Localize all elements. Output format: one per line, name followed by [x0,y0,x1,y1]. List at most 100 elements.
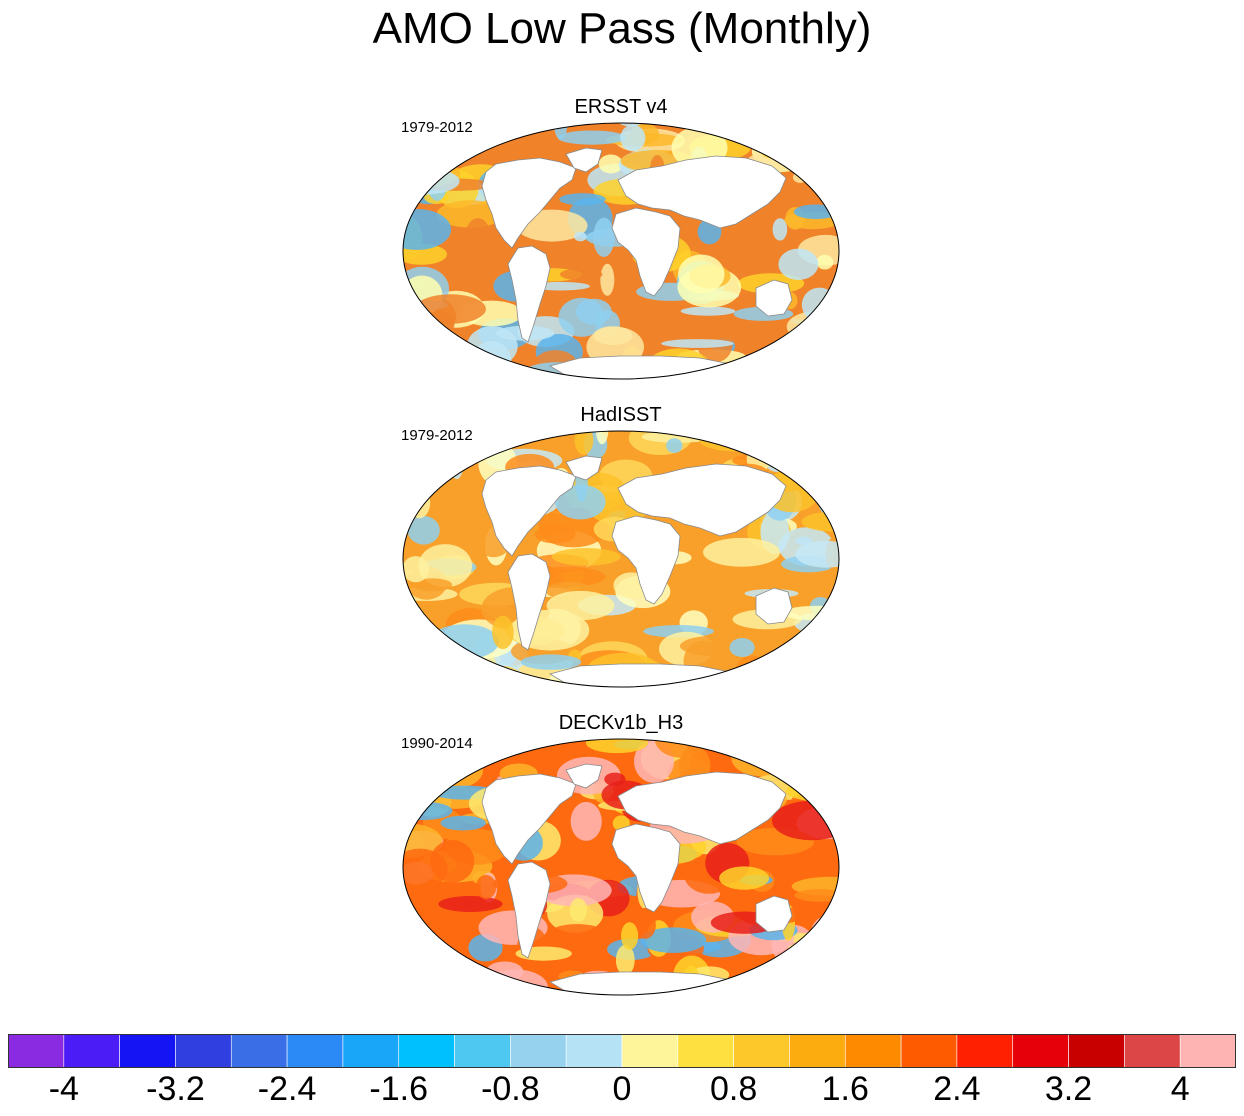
anomaly-patch [661,339,734,348]
anomaly-patch [408,486,431,519]
colorbar-tick-label: -1.6 [369,1070,429,1108]
anomaly-patch [403,556,430,583]
anomaly-patch [520,654,582,670]
anomaly-patch [806,361,826,378]
world-map [402,430,840,688]
anomaly-patch [715,431,787,438]
anomaly-patch [446,343,479,375]
panel-title: DECKv1b_H3 [558,712,684,734]
land-mass [565,147,603,173]
colorbar-swatch [8,1034,65,1069]
anomaly-patch [403,349,459,379]
land-mass [481,465,577,557]
anomaly-patch [784,638,829,656]
colorbar-swatch [844,1034,902,1069]
map-border [402,122,840,380]
land-mass [507,245,551,343]
anomaly-patch [800,960,839,970]
anomaly-patch [731,739,788,777]
land-mass [507,861,551,959]
land-mass [565,455,603,481]
anomaly-patch [824,497,839,509]
colorbar-swatch [789,1034,846,1069]
figure-title: AMO Low Pass (Monthly) [372,4,872,53]
colorbar-swatch [956,1034,1014,1069]
anomaly-patch [771,654,788,664]
anomaly-patch [813,331,838,365]
map-panel-deck: DECKv1b_H3 1990-2014 [395,712,847,1012]
anomaly-patch [666,438,683,453]
panel-period: 1979-2012 [401,427,473,444]
colorbar-tick-label: 4 [1170,1070,1190,1108]
land-mass [481,157,577,249]
anomaly-patch [559,193,606,206]
ocean-field [403,431,839,687]
anomaly-patch [412,578,453,592]
land-mass [617,463,787,537]
anomaly-patch [408,739,487,746]
anomaly-patch [438,896,503,912]
anomaly-patch [615,944,635,976]
land-mass [617,771,787,845]
anomaly-patch [436,200,505,228]
anomaly-patch [553,123,568,140]
colorbar [8,1034,1236,1069]
anomaly-patch [457,371,518,379]
colorbar-tick-label: 0 [612,1070,632,1108]
anomaly-patch [787,349,827,379]
anomaly-patch [403,643,455,677]
anomaly-patch [765,123,788,146]
anomaly-patch [459,972,496,995]
anomaly-patch [570,801,602,841]
colorbar-swatch [1124,1034,1181,1069]
map-panel-ersst: ERSST v4 1979-2012 [395,96,847,396]
anomaly-patch [809,916,839,960]
anomaly-patch [569,898,588,922]
land-mass [611,823,681,913]
colorbar-swatch [175,1034,232,1069]
world-map [402,738,840,996]
panel-period: 1990-2014 [401,735,473,752]
anomaly-patch [448,661,472,676]
colorbar-swatch [1012,1034,1069,1069]
anomaly-patch [492,615,514,649]
anomaly-patch [816,254,834,270]
colorbar-swatch [1068,1034,1125,1069]
anomaly-patch [403,349,427,379]
anomaly-patch [553,924,602,937]
anomaly-patch [407,516,440,545]
anomaly-patch [654,739,709,758]
anomaly-patch [585,739,649,754]
anomaly-patch [818,912,835,943]
map-panel-hadisst: HadISST 1979-2012 [395,404,847,704]
anomaly-patch [425,124,454,154]
colorbar-tick-label: 0.8 [709,1070,758,1108]
anomaly-patch [430,840,475,883]
anomaly-patch [705,576,768,605]
panel-title: ERSST v4 [574,96,668,118]
anomaly-patch [447,123,490,164]
land-mass [617,155,787,229]
colorbar-tick-label: 2.4 [933,1070,981,1108]
land-mass [755,587,793,625]
anomaly-patch [789,123,839,148]
anomaly-patch [422,664,473,687]
anomaly-patch [771,981,839,994]
colorbar-swatch [230,1034,288,1069]
colorbar-frame [8,1034,1236,1068]
colorbar-swatch [565,1034,623,1069]
anomaly-patch [435,123,503,136]
colorbar-swatch [510,1034,567,1069]
anomaly-patch [620,124,646,152]
anomaly-patch [699,431,773,452]
anomaly-patch [495,683,563,687]
anomaly-patch [403,373,449,379]
anomaly-patch [777,450,797,486]
colorbar-swatch [733,1034,790,1069]
land-mass [507,553,551,651]
land-mass [565,763,603,789]
anomaly-patch [680,306,736,316]
anomaly-patch [772,646,816,673]
anomaly-patch [794,889,839,902]
colorbar-tick-label: -2.4 [257,1070,317,1108]
